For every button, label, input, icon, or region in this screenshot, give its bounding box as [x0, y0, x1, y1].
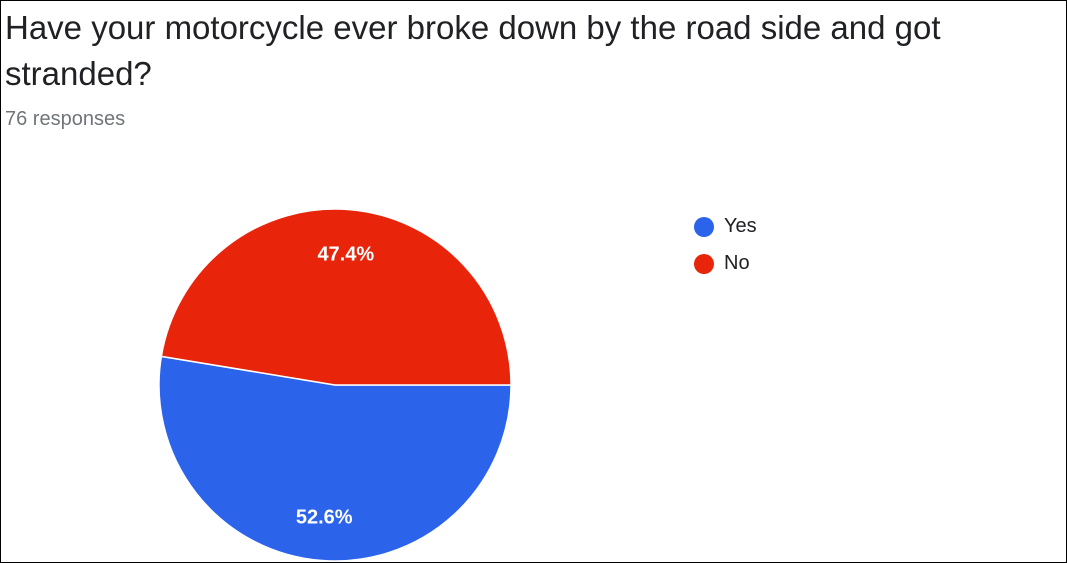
- response-count: 76 responses: [5, 108, 126, 130]
- legend-label-yes: Yes: [724, 215, 757, 237]
- pie-slice-yes[interactable]: [158, 355, 512, 562]
- legend-swatch-yes: [694, 216, 714, 237]
- legend-item-no[interactable]: No: [694, 245, 757, 282]
- legend-label-no: No: [724, 252, 750, 274]
- slice-label-no: 47.4%: [317, 243, 374, 265]
- legend-swatch-no: [694, 253, 714, 274]
- pie-slice-no[interactable]: [160, 208, 512, 386]
- slice-label-yes: 52.6%: [296, 507, 353, 529]
- chart-legend: Yes No: [694, 208, 757, 282]
- legend-item-yes[interactable]: Yes: [694, 208, 757, 245]
- question-title: Have your motorcycle ever broke down by …: [5, 9, 941, 92]
